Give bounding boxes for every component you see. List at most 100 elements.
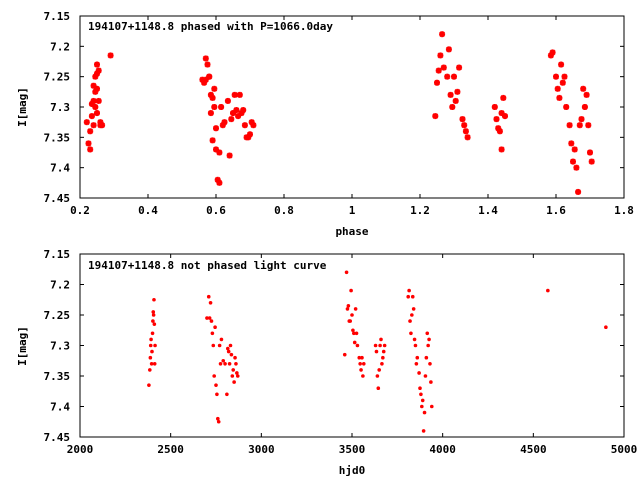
x-tick-label: 1.6 — [546, 204, 566, 217]
data-point — [152, 362, 157, 366]
data-point — [578, 116, 585, 123]
data-point — [576, 122, 583, 129]
data-point — [381, 355, 385, 360]
data-point — [421, 429, 426, 433]
data-point — [228, 116, 235, 123]
data-point — [218, 362, 223, 366]
data-point — [216, 419, 221, 424]
data-point — [226, 349, 231, 354]
data-point — [151, 319, 155, 323]
y-axis-label: I[mag] — [16, 87, 29, 127]
data-point — [94, 61, 100, 68]
data-point — [425, 331, 430, 336]
data-point — [571, 146, 578, 153]
x-tick-label: 0.6 — [206, 204, 226, 217]
data-point — [342, 352, 347, 357]
data-point — [344, 270, 349, 275]
data-point — [422, 410, 427, 415]
data-point — [352, 331, 356, 336]
x-tick-label: 1 — [349, 204, 356, 217]
data-point — [227, 362, 232, 366]
data-point — [214, 383, 218, 387]
data-point — [604, 325, 608, 330]
data-point — [380, 362, 384, 366]
data-point — [212, 374, 216, 378]
phased-light-curve-plot: 0.2 0.4 0.6 0.8 1 1.2 1.4 1.6 1.8 7.15 7.2 7.25 7.3… — [16, 10, 634, 238]
data-point — [223, 362, 227, 366]
data-point — [553, 73, 559, 80]
data-point — [554, 85, 561, 92]
data-point — [87, 128, 94, 135]
data-point — [447, 91, 454, 98]
data-point — [410, 294, 415, 299]
x-tick-label: 2000 — [67, 443, 94, 456]
data-point — [377, 368, 382, 372]
data-point — [216, 179, 223, 186]
y-tick-label: 7.4 — [50, 162, 70, 175]
data-point — [361, 374, 365, 378]
data-point — [570, 158, 576, 165]
data-point — [350, 313, 354, 317]
data-point — [588, 158, 595, 165]
data-point — [413, 343, 418, 348]
data-point — [462, 128, 469, 135]
data-point — [583, 91, 590, 98]
data-point — [247, 131, 253, 138]
y-tick-label: 7.25 — [44, 71, 71, 84]
data-point — [417, 371, 421, 375]
data-point — [581, 104, 588, 110]
data-point — [208, 301, 213, 305]
x-tick-label: 5000 — [611, 443, 638, 456]
data-point — [233, 107, 240, 114]
data-point — [87, 146, 94, 153]
data-point — [358, 362, 362, 366]
data-point — [420, 398, 425, 403]
data-point — [215, 392, 219, 397]
data-point — [90, 97, 97, 104]
data-point — [148, 343, 153, 348]
data-point — [424, 355, 429, 360]
data-point — [233, 355, 237, 360]
data-point — [449, 104, 456, 110]
data-point — [580, 85, 587, 92]
x-tick-label: 3000 — [248, 443, 275, 456]
data-point — [502, 113, 508, 120]
x-axis-label: phase — [335, 225, 368, 238]
data-point — [151, 313, 156, 317]
y-tick-label: 7.2 — [50, 279, 70, 292]
data-point — [150, 349, 154, 354]
data-point — [546, 288, 550, 293]
data-point — [427, 337, 431, 342]
data-point — [349, 288, 353, 293]
data-point — [353, 307, 358, 311]
data-point — [241, 122, 248, 129]
data-point — [202, 76, 209, 83]
plot-frame — [79, 15, 625, 199]
data-point — [206, 73, 213, 80]
data-point — [83, 119, 90, 126]
data-point — [149, 337, 153, 342]
data-point — [95, 97, 102, 104]
data-point — [219, 337, 224, 342]
data-point — [376, 386, 381, 391]
data-point — [426, 343, 430, 348]
data-point — [94, 70, 100, 77]
y-tick-label: 7.3 — [50, 101, 70, 114]
data-point — [439, 31, 446, 38]
data-point — [210, 331, 215, 336]
data-point — [150, 331, 155, 336]
data-point — [209, 137, 216, 144]
data-point — [566, 122, 573, 129]
data-point — [351, 328, 355, 333]
data-point — [206, 294, 211, 299]
x-tick-label: 0.8 — [274, 204, 294, 217]
data-point — [224, 97, 231, 104]
data-point — [412, 337, 417, 342]
data-point — [228, 343, 233, 348]
data-point — [148, 355, 153, 360]
data-point — [147, 383, 151, 387]
data-point — [360, 355, 364, 360]
data-point — [346, 304, 351, 308]
data-point — [440, 64, 447, 71]
data-point — [354, 331, 359, 336]
